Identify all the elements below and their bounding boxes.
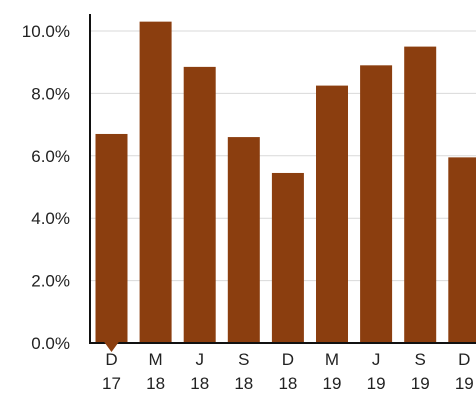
x-tick-label-5-line2: 19 [323,374,342,393]
y-tick-label-0: 0.0% [31,334,70,353]
x-tick-label-2-line2: 18 [190,374,209,393]
bar-8 [448,157,476,343]
x-tick-label-6-line2: 19 [367,374,386,393]
bar-6 [360,65,393,343]
bar-1 [139,21,172,343]
y-tick-label-2: 4.0% [31,209,70,228]
x-tick-label-4-line1: D [282,350,294,369]
axis-marker [103,341,120,352]
y-tick-label-5: 10.0% [22,22,70,41]
x-tick-label-0-line1: D [105,350,117,369]
x-tick-label-8-line1: D [458,350,470,369]
bar-0 [95,133,128,343]
bar-7 [404,46,437,343]
x-tick-label-1-line2: 18 [146,374,165,393]
x-tick-label-2-line1: J [195,350,204,369]
x-tick-label-0-line2: 17 [102,374,121,393]
x-tick-label-7-line2: 19 [411,374,430,393]
bar-4 [271,172,304,343]
y-tick-label-4: 8.0% [31,84,70,103]
bar-5 [316,85,348,343]
bar-3 [227,137,260,343]
x-tick-label-8-line2: 19 [455,374,474,393]
x-tick-label-6-line1: J [372,350,381,369]
y-tick-label-1: 2.0% [31,272,70,291]
x-tick-label-3-line2: 18 [234,374,253,393]
bar-2 [183,66,216,343]
x-tick-label-1-line1: M [149,350,163,369]
x-tick-label-3-line1: S [238,350,249,369]
x-tick-label-7-line1: S [415,350,426,369]
x-tick-label-4-line2: 18 [278,374,297,393]
x-tick-label-5-line1: M [325,350,339,369]
y-tick-label-3: 6.0% [31,147,70,166]
